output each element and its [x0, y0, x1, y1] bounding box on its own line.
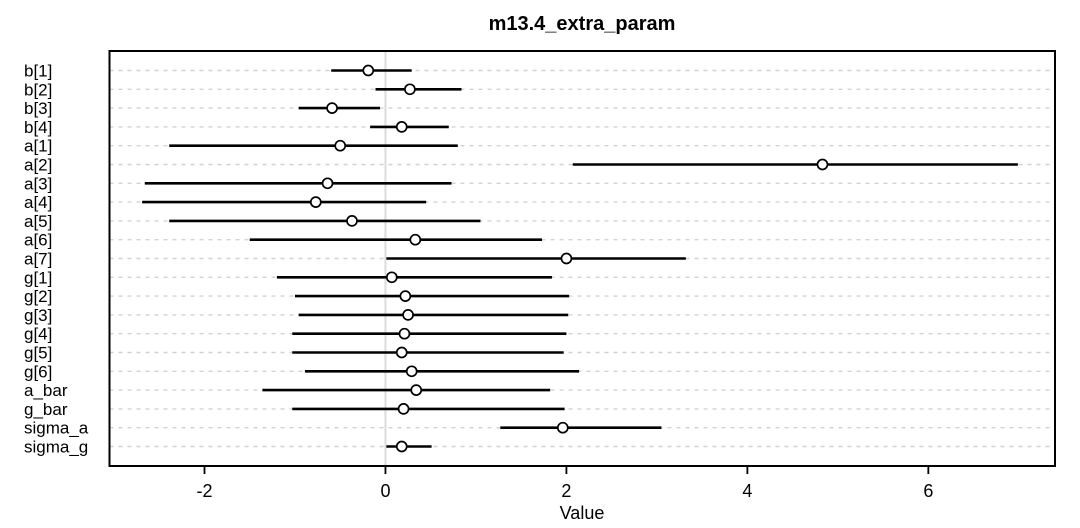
point-estimate	[399, 290, 412, 302]
x-tick-label: -2	[196, 481, 212, 501]
param-label: a[6]	[24, 231, 52, 250]
param-label: a_bar	[24, 381, 68, 400]
point-estimate	[362, 64, 375, 77]
point-estimate	[409, 233, 422, 246]
chart-layers: -2 0 2 4 6b[1]b[2]b[3]b[4]a[1]a[2]a[3]a[4]a[…	[24, 50, 1056, 501]
param-label: g[1]	[24, 268, 52, 287]
param-label: a[5]	[24, 212, 52, 231]
param-label: g[3]	[24, 306, 52, 325]
param-label: sigma_g	[24, 438, 88, 457]
point-estimate	[334, 139, 347, 152]
x-axis-label: Value	[560, 503, 605, 523]
param-label: a[7]	[24, 250, 52, 269]
point-estimate	[397, 403, 410, 415]
point-estimate	[326, 102, 338, 114]
point-estimate	[404, 83, 416, 96]
chart-title: m13.4_extra_param	[489, 13, 676, 35]
x-tick-label: 6	[923, 481, 933, 501]
param-label: g_bar	[24, 400, 68, 419]
param-label: b[2]	[24, 80, 52, 99]
param-label: g[2]	[24, 287, 52, 306]
point-estimate	[395, 346, 408, 359]
point-estimate	[556, 421, 569, 434]
x-tick-label: 2	[561, 481, 571, 501]
param-label: g[4]	[24, 325, 52, 344]
param-label: g[6]	[24, 362, 52, 381]
point-estimate	[309, 196, 322, 208]
point-estimate	[405, 365, 418, 378]
point-estimate	[385, 271, 398, 284]
point-estimate	[346, 215, 358, 227]
param-label: g[5]	[24, 344, 52, 363]
point-estimate	[395, 440, 408, 453]
point-estimate	[402, 309, 414, 321]
x-tick-label: 0	[380, 481, 390, 501]
point-estimate	[560, 252, 573, 265]
param-label: a[2]	[24, 156, 52, 175]
x-tick-label: 4	[742, 481, 752, 501]
plot-frame	[108, 50, 1056, 467]
param-label: a[3]	[24, 174, 52, 193]
point-estimate	[816, 158, 829, 171]
param-label: a[1]	[24, 137, 52, 156]
point-estimate	[395, 121, 408, 133]
param-label: b[4]	[24, 118, 52, 137]
param-label: sigma_a	[24, 419, 89, 438]
point-estimate	[398, 327, 411, 340]
param-label: b[1]	[24, 62, 52, 81]
param-label: a[4]	[24, 193, 52, 212]
point-estimate	[321, 177, 334, 190]
param-label: b[3]	[24, 99, 52, 118]
point-estimate	[410, 384, 423, 396]
